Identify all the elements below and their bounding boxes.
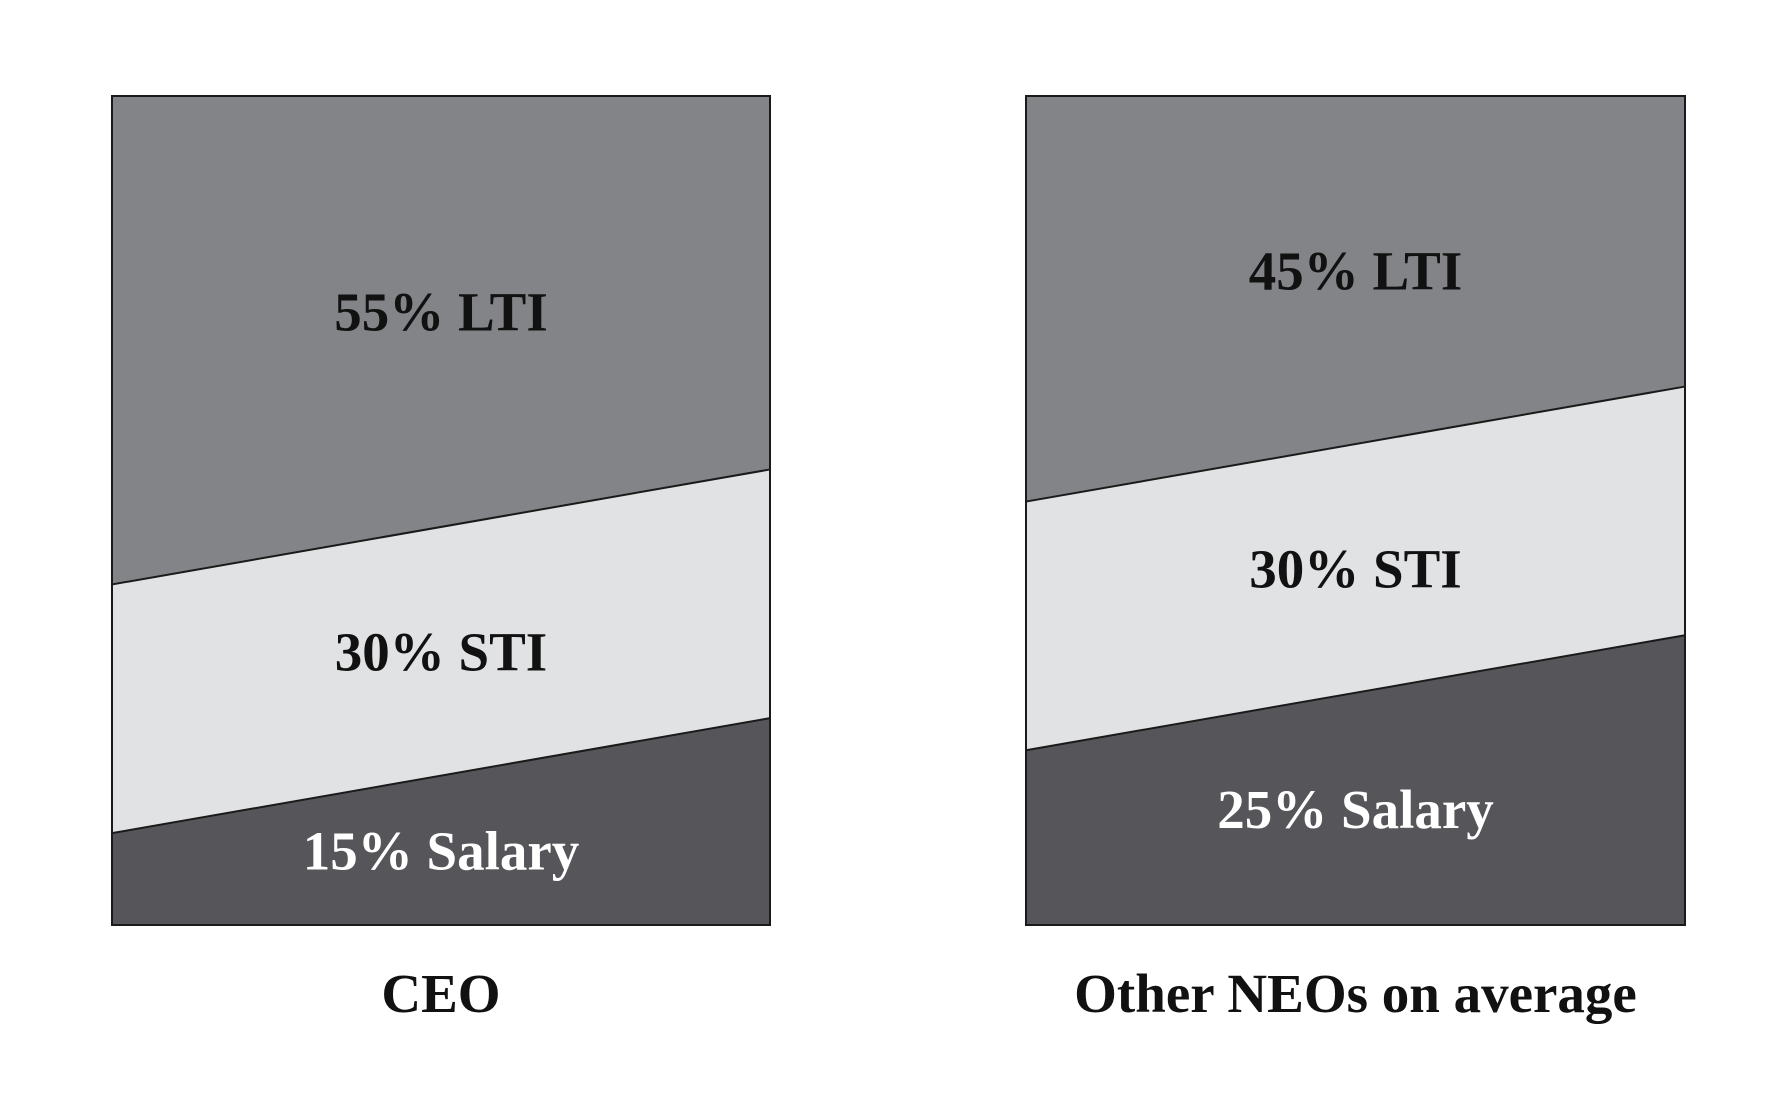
ceo-sti-segment (112, 469, 770, 834)
ceo-segment-boundary-1 (111, 717, 771, 835)
other-neos-salary-segment (1026, 635, 1685, 925)
other-neos-segment-boundary-2 (1025, 385, 1686, 503)
other-neos-pay-mix-panel: 25% Salary 30% STI 45% LTI Other NEOs on av… (1025, 95, 1686, 1024)
ceo-pay-mix-panel: 15% Salary 30% STI 55% LTI CEO (111, 95, 771, 1024)
other-neos-sti-label: 30% STI (1249, 539, 1461, 600)
other-neos-lti-label: 45% LTI (1249, 240, 1462, 301)
ceo-panel-title: CEO (381, 963, 500, 1024)
ceo-salary-segment (112, 718, 770, 925)
ceo-salary-label: 15% Salary (303, 821, 580, 882)
ceo-lti-label: 55% LTI (334, 282, 547, 343)
other-neos-panel-frame (1025, 95, 1686, 926)
other-neos-panel-title: Other NEOs on average (1074, 963, 1637, 1024)
other-neos-lti-segment (1026, 96, 1685, 502)
ceo-lti-segment (112, 96, 770, 585)
other-neos-segment-boundary-1 (1025, 634, 1686, 752)
ceo-panel-frame (111, 95, 771, 926)
ceo-sti-label: 30% STI (335, 622, 547, 683)
other-neos-salary-label: 25% Salary (1217, 779, 1494, 840)
other-neos-sti-segment (1026, 386, 1685, 751)
ceo-segment-boundary-2 (111, 468, 771, 586)
